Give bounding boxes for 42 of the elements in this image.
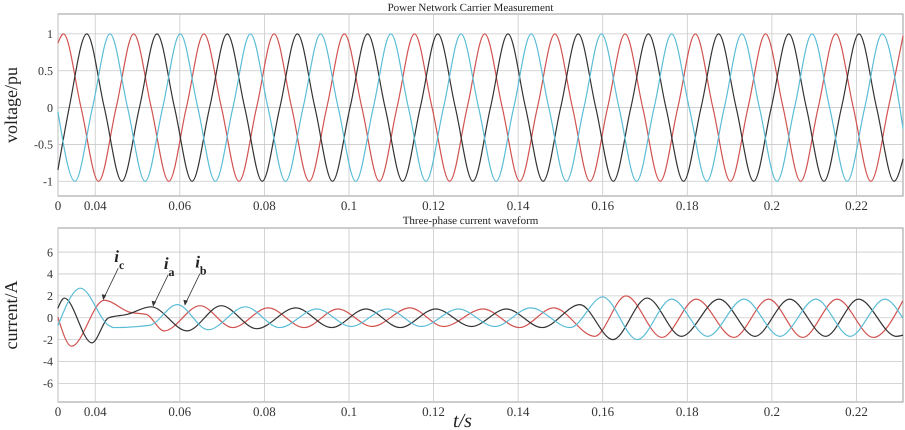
y-tick-label: 0.5 xyxy=(38,64,53,78)
x-tick-label: 0.06 xyxy=(168,198,192,213)
line-series xyxy=(57,33,904,182)
y-tick-label: 2 xyxy=(47,289,53,304)
y-tick-label: -1 xyxy=(43,174,53,188)
x-tick-label: 0.22 xyxy=(845,404,868,419)
x-tick-label: 0.12 xyxy=(422,404,445,419)
x-tick-label: 0.2 xyxy=(764,198,780,213)
annotation: i$_{b}$ xyxy=(195,252,207,278)
x-axis-title: t/s xyxy=(453,410,472,430)
x-tick-label: 0.06 xyxy=(168,404,192,419)
x-tick-label: 0.2 xyxy=(764,404,780,419)
x-tick-label: 0.08 xyxy=(253,198,276,213)
y-tick-label: 4 xyxy=(47,267,53,282)
x-tick-label: 0.1 xyxy=(340,404,358,419)
x-tick-label: 0.16 xyxy=(591,198,615,213)
x-tick-label: 0.16 xyxy=(591,404,615,419)
line-series xyxy=(57,288,904,340)
x-tick-label: 0.1 xyxy=(340,198,358,213)
x-tick-label: 0.18 xyxy=(676,198,699,213)
x-tick-label: 0.18 xyxy=(676,404,699,419)
y-tick-label: 0 xyxy=(47,310,53,325)
x-tick-label: 0.12 xyxy=(422,198,445,213)
y-tick-label: 0 xyxy=(47,100,53,115)
y-tick-label: 6 xyxy=(47,245,53,260)
x-tick-label: 0.14 xyxy=(506,404,530,419)
chart-title: Power Network Carrier Measurement xyxy=(388,2,554,14)
y-tick-label: -6 xyxy=(43,376,53,391)
annotation: i$_{a}$ xyxy=(164,254,175,279)
x-tick-label: 0.04 xyxy=(84,404,108,419)
y-tick-label: -2 xyxy=(43,332,53,347)
y-axis-title: voltage/pu xyxy=(1,67,21,143)
annotation: i$_{c}$ xyxy=(114,247,124,272)
y-tick-label: -4 xyxy=(43,354,53,369)
chart-title: Three-phase current waveform xyxy=(402,215,539,227)
x-tick-label: 0.04 xyxy=(84,198,108,213)
x-tick-label: 0.08 xyxy=(253,404,276,419)
y-tick-label: 1 xyxy=(47,27,53,42)
x-tick-label: 0.14 xyxy=(506,198,530,213)
y-tick-label: -0.5 xyxy=(34,138,53,152)
x-tick-label: 0.22 xyxy=(845,198,868,213)
y-axis-title: current/A xyxy=(1,280,21,350)
